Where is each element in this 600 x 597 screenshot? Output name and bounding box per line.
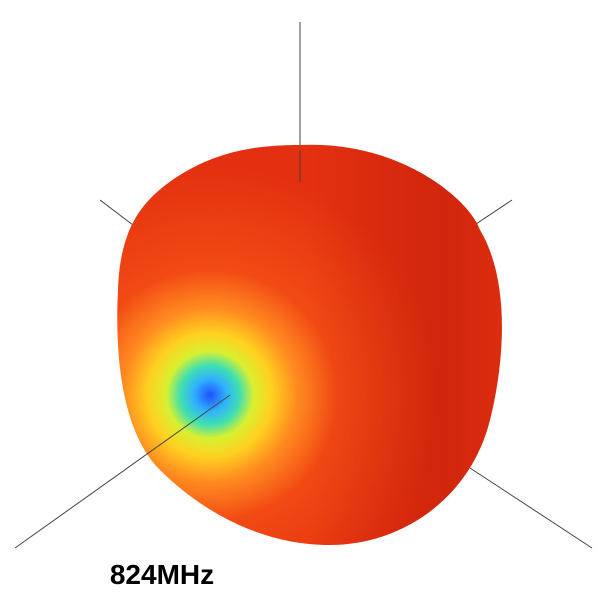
y-axis-front [14, 394, 231, 549]
frequency-caption: 824MHz [110, 559, 214, 590]
x-axis-front [469, 467, 593, 549]
lobe-shading [117, 144, 502, 546]
